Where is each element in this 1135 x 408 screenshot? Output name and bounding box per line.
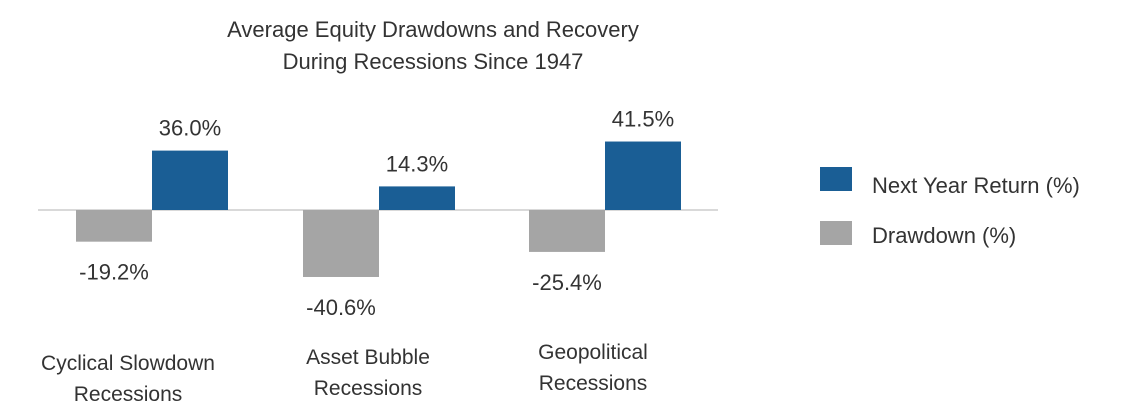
legend-swatch-drawdown: [820, 221, 852, 245]
bar-drawdown-1: [76, 210, 152, 242]
bar-drawdown-2: [303, 210, 379, 277]
x-axis-categories: Cyclical Slowdown Recessions Asset Bubbl…: [41, 341, 648, 406]
chart-title-line-1: Average Equity Drawdowns and Recovery: [227, 17, 639, 42]
bar-next-year-return-2: [379, 186, 455, 210]
data-label-drawdown-1: -19.2%: [79, 260, 149, 285]
chart-title: Average Equity Drawdowns and Recovery Du…: [227, 17, 639, 74]
category-label-line: Geopolitical: [538, 341, 648, 364]
data-label-next-year-return-1: 36.0%: [159, 116, 221, 141]
category-label-line: Recessions: [539, 372, 648, 395]
chart-title-line-2: During Recessions Since 1947: [283, 49, 584, 74]
bars-group: [76, 141, 681, 277]
category-label-line: Recessions: [314, 377, 423, 400]
value-labels-group: -19.2% 36.0% -40.6% 14.3% -25.4% 41.5%: [79, 107, 674, 320]
bar-next-year-return-3: [605, 141, 681, 210]
category-label-line: Cyclical Slowdown: [41, 352, 215, 375]
legend-label-next-year-return: Next Year Return (%): [872, 173, 1080, 198]
legend-label-drawdown: Drawdown (%): [872, 223, 1016, 248]
legend-swatch-next-year-return: [820, 167, 852, 191]
bar-next-year-return-1: [152, 150, 228, 210]
data-label-drawdown-3: -25.4%: [532, 270, 602, 295]
legend: Next Year Return (%) Drawdown (%): [820, 167, 1080, 248]
category-label-line: Asset Bubble: [306, 346, 430, 369]
data-label-drawdown-2: -40.6%: [306, 295, 376, 320]
category-label-line: Recessions: [74, 383, 183, 406]
bar-drawdown-3: [529, 210, 605, 252]
data-label-next-year-return-2: 14.3%: [386, 151, 448, 176]
data-label-next-year-return-3: 41.5%: [612, 107, 674, 132]
